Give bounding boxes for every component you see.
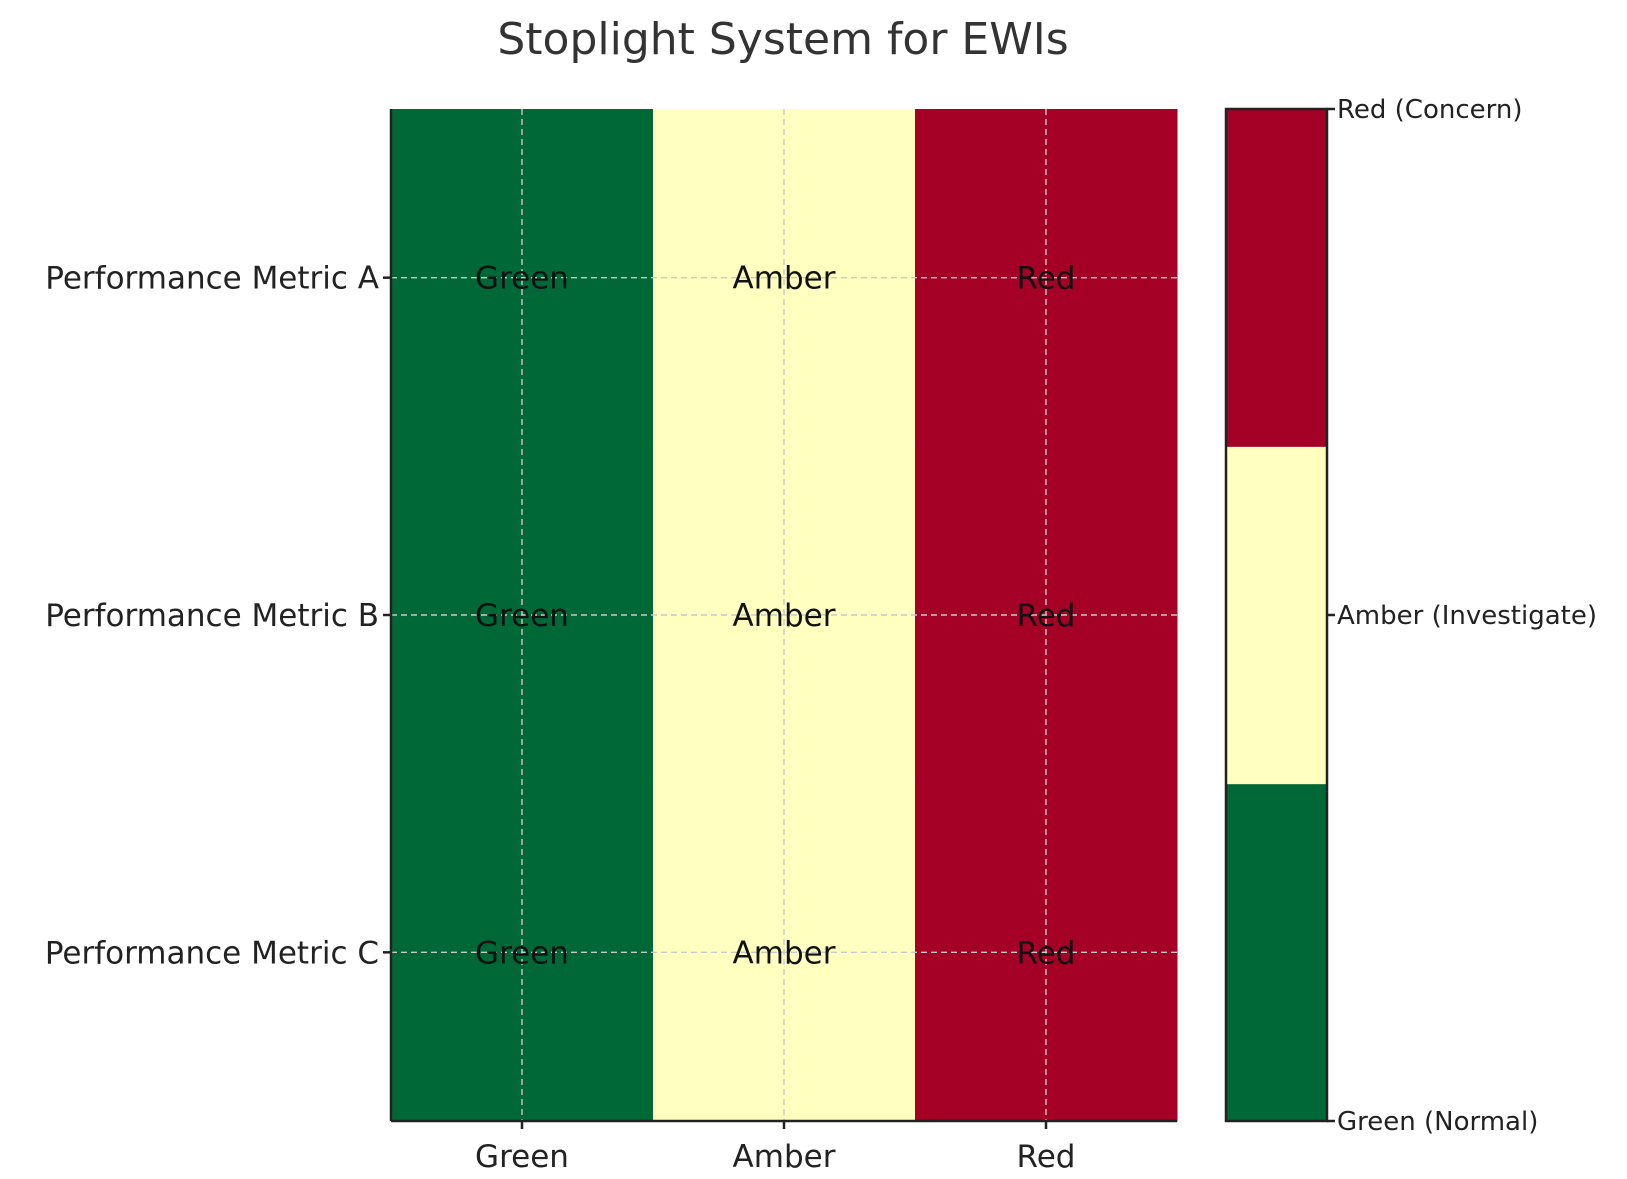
cell-label-performance-metric-c-amber: Amber bbox=[733, 935, 836, 971]
x-tick-label-amber: Amber bbox=[733, 1139, 836, 1175]
y-tick-labels: Performance Metric A Performance Metric B… bbox=[45, 261, 379, 972]
axes bbox=[383, 109, 1177, 1129]
colorbar-tick-label-red-concern: Red (Concern) bbox=[1337, 95, 1523, 125]
cell-labels: Green Amber Red Green Amber Red Green Amber Red bbox=[475, 261, 1075, 972]
colorbar: Green (Normal) Amber (Investigate) Red (Co… bbox=[1224, 95, 1597, 1137]
colorbar-tick-label-green-normal: Green (Normal) bbox=[1337, 1107, 1538, 1137]
cell-label-performance-metric-a-red: Red bbox=[1017, 261, 1076, 297]
cell-label-performance-metric-a-amber: Amber bbox=[733, 261, 836, 297]
cell-label-performance-metric-c-red: Red bbox=[1017, 935, 1076, 971]
cell-label-performance-metric-b-green: Green bbox=[475, 598, 569, 634]
x-tick-label-green: Green bbox=[475, 1139, 569, 1175]
cell-label-performance-metric-b-red: Red bbox=[1017, 598, 1076, 634]
x-tick-label-red: Red bbox=[1017, 1139, 1076, 1175]
gridlines bbox=[391, 109, 1177, 1121]
cell-label-performance-metric-a-green: Green bbox=[475, 261, 569, 297]
y-tick-label-performance-metric-b: Performance Metric B bbox=[45, 598, 379, 634]
cell-label-performance-metric-c-green: Green bbox=[475, 935, 569, 971]
colorbar-segment-0 bbox=[1226, 783, 1327, 1122]
x-tick-labels: Green Amber Red bbox=[475, 1139, 1075, 1175]
y-tick-label-performance-metric-a: Performance Metric A bbox=[45, 261, 379, 297]
colorbar-tick-label-amber-investigate: Amber (Investigate) bbox=[1337, 601, 1597, 631]
colorbar-segment-2 bbox=[1226, 109, 1327, 447]
colorbar-segment-1 bbox=[1226, 446, 1327, 785]
y-tick-label-performance-metric-c: Performance Metric C bbox=[45, 935, 379, 971]
chart-title: Stoplight System for EWIs bbox=[497, 14, 1068, 65]
cell-label-performance-metric-b-amber: Amber bbox=[733, 598, 836, 634]
